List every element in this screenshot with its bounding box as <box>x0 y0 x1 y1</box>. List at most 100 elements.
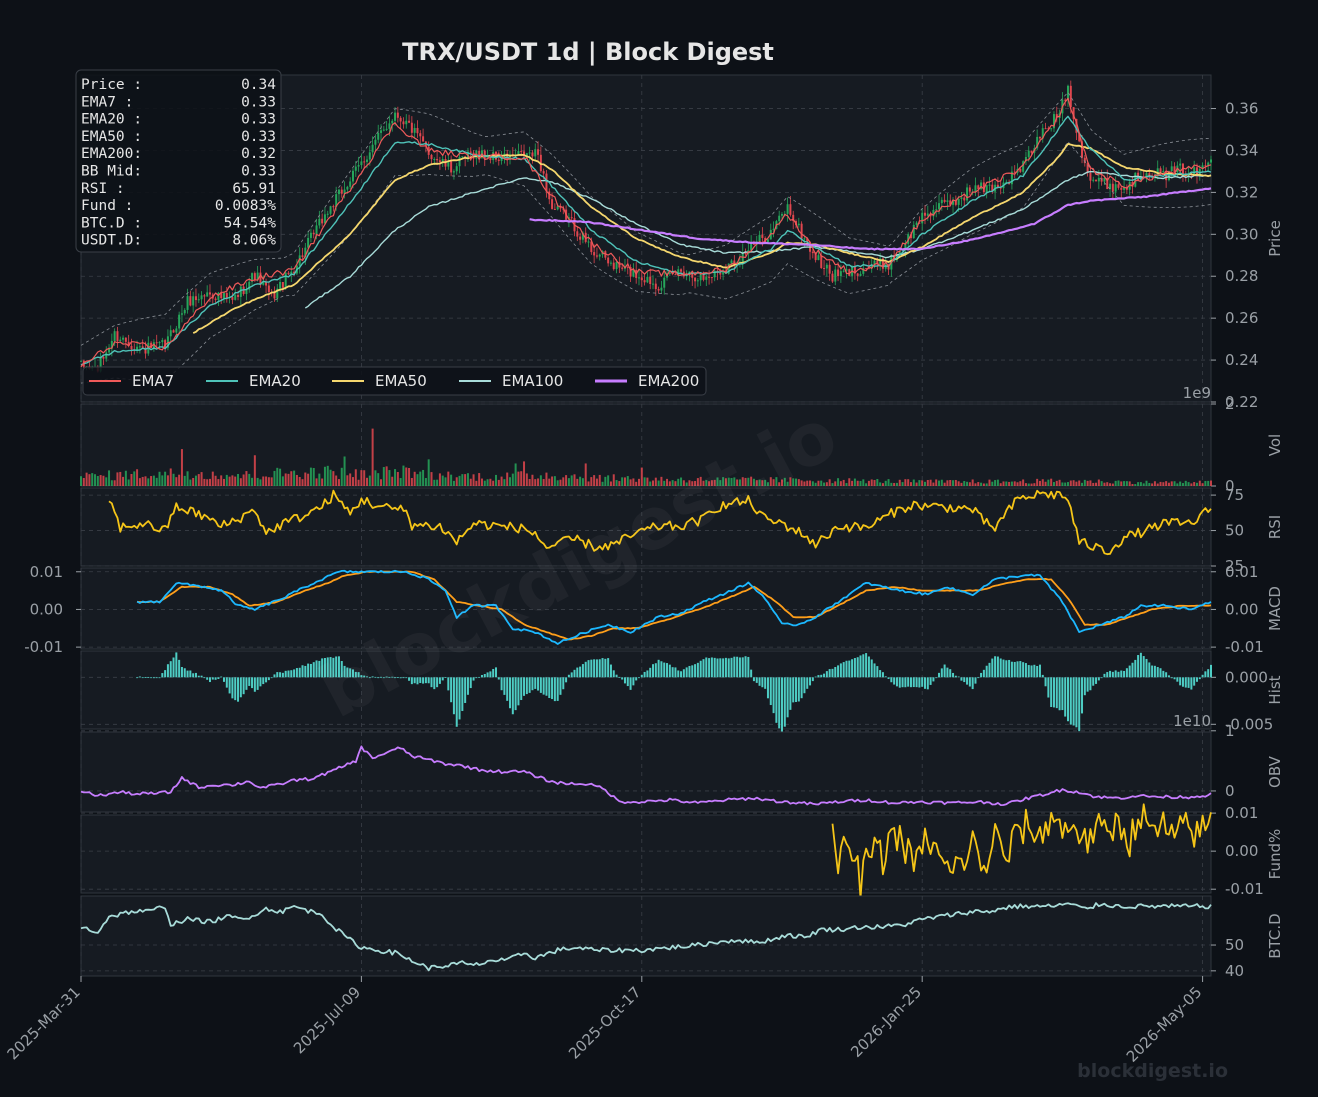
candle-body <box>517 151 520 156</box>
histogram-bar <box>1123 670 1126 678</box>
candle-body <box>820 255 823 268</box>
volume-bar <box>977 482 980 486</box>
volume-bar <box>994 480 997 486</box>
candle-body <box>982 182 985 193</box>
volume-bar <box>329 469 332 486</box>
candle-body <box>1117 184 1120 188</box>
volume-bar <box>845 483 848 486</box>
volume-bar <box>189 479 192 486</box>
histogram-bar <box>652 664 655 678</box>
volume-bar <box>1184 480 1187 486</box>
volume-bar <box>590 477 593 486</box>
candle-body <box>279 282 282 289</box>
volume-bars <box>80 428 1212 486</box>
histogram-bar <box>1066 677 1069 722</box>
histogram-bar <box>155 677 158 679</box>
volume-bar <box>800 480 803 486</box>
candle-body <box>904 243 907 250</box>
volume-bar <box>660 476 663 486</box>
volume-bar <box>1044 481 1047 486</box>
histogram-bar <box>660 661 663 678</box>
volume-bar <box>301 479 304 486</box>
histogram-bar <box>780 677 783 734</box>
panel-rsi: 25 50 75 RSI <box>80 486 1284 575</box>
histogram-bar <box>1103 673 1106 678</box>
volume-bar <box>144 476 147 486</box>
histogram-bar <box>1106 672 1109 678</box>
volume-bar <box>587 481 590 486</box>
histogram-bar <box>1190 677 1193 690</box>
obv-line <box>80 745 1212 806</box>
legend-label: EMA7 <box>132 372 174 390</box>
histogram-bar <box>1052 677 1055 708</box>
volume-bar <box>862 479 865 486</box>
volume-bar <box>155 477 158 486</box>
ytick-label-vol: 0 <box>1225 477 1235 495</box>
funding-line <box>831 803 1212 900</box>
histogram-bar <box>242 677 245 695</box>
volume-bar <box>988 479 991 486</box>
volume-bar <box>220 475 223 486</box>
candle-body <box>845 269 848 271</box>
volume-bar <box>304 472 307 486</box>
candle-body <box>1170 166 1173 172</box>
histogram-bar <box>1137 655 1140 678</box>
histogram-bar <box>480 675 483 678</box>
histogram-bar <box>1064 677 1067 717</box>
histogram-bar <box>295 668 298 678</box>
histogram-bar <box>337 656 340 678</box>
volume-bar <box>374 470 377 486</box>
volume-bar <box>901 482 904 486</box>
volume-bar <box>1058 479 1061 486</box>
histogram-bar <box>340 661 343 678</box>
volume-bar <box>985 483 988 486</box>
histogram-bar <box>859 655 862 678</box>
histogram-bar <box>444 677 447 679</box>
candle-body <box>702 273 705 280</box>
histogram-bar <box>138 676 141 678</box>
candle-body <box>304 247 307 257</box>
candle-body <box>500 158 503 161</box>
candle-body <box>281 282 284 288</box>
volume-bar <box>298 477 301 486</box>
candle-body <box>1095 179 1098 182</box>
candle-body <box>912 224 915 239</box>
candle-body <box>298 255 301 266</box>
volume-bar <box>458 475 461 486</box>
candle-body <box>186 296 189 310</box>
histogram-bar <box>668 664 671 678</box>
volume-bar <box>786 481 789 486</box>
candle-body <box>1120 187 1123 190</box>
volume-bar <box>483 480 486 486</box>
volume-bar <box>175 477 178 486</box>
histogram-bar <box>472 677 475 681</box>
volume-bar <box>1095 482 1098 486</box>
volume-bar <box>867 480 870 486</box>
volume-bar <box>436 479 439 486</box>
histogram-bar <box>994 656 997 678</box>
histogram-bar <box>747 656 750 678</box>
info-value: 0.33 <box>241 112 276 128</box>
candle-body <box>722 270 725 275</box>
volume-bar <box>478 473 481 486</box>
histogram-bar <box>290 670 293 678</box>
volume-bar <box>646 477 649 486</box>
candle-body <box>1162 170 1165 172</box>
signal-line <box>137 570 1212 641</box>
candle-body <box>200 295 203 300</box>
candle-body <box>1109 183 1112 190</box>
volume-bar <box>1148 482 1151 486</box>
volume-bar <box>528 478 531 486</box>
volume-bar <box>186 471 189 486</box>
volume-bar <box>825 482 828 486</box>
histogram-bar <box>360 675 363 678</box>
volume-bar <box>615 480 618 486</box>
candle-body <box>537 149 540 155</box>
histogram-bar <box>1159 668 1162 678</box>
histogram-bar <box>820 674 823 678</box>
candle-body <box>534 149 537 157</box>
volume-bar <box>685 482 688 486</box>
histogram-bar <box>1033 664 1036 678</box>
candle-body <box>618 262 621 268</box>
